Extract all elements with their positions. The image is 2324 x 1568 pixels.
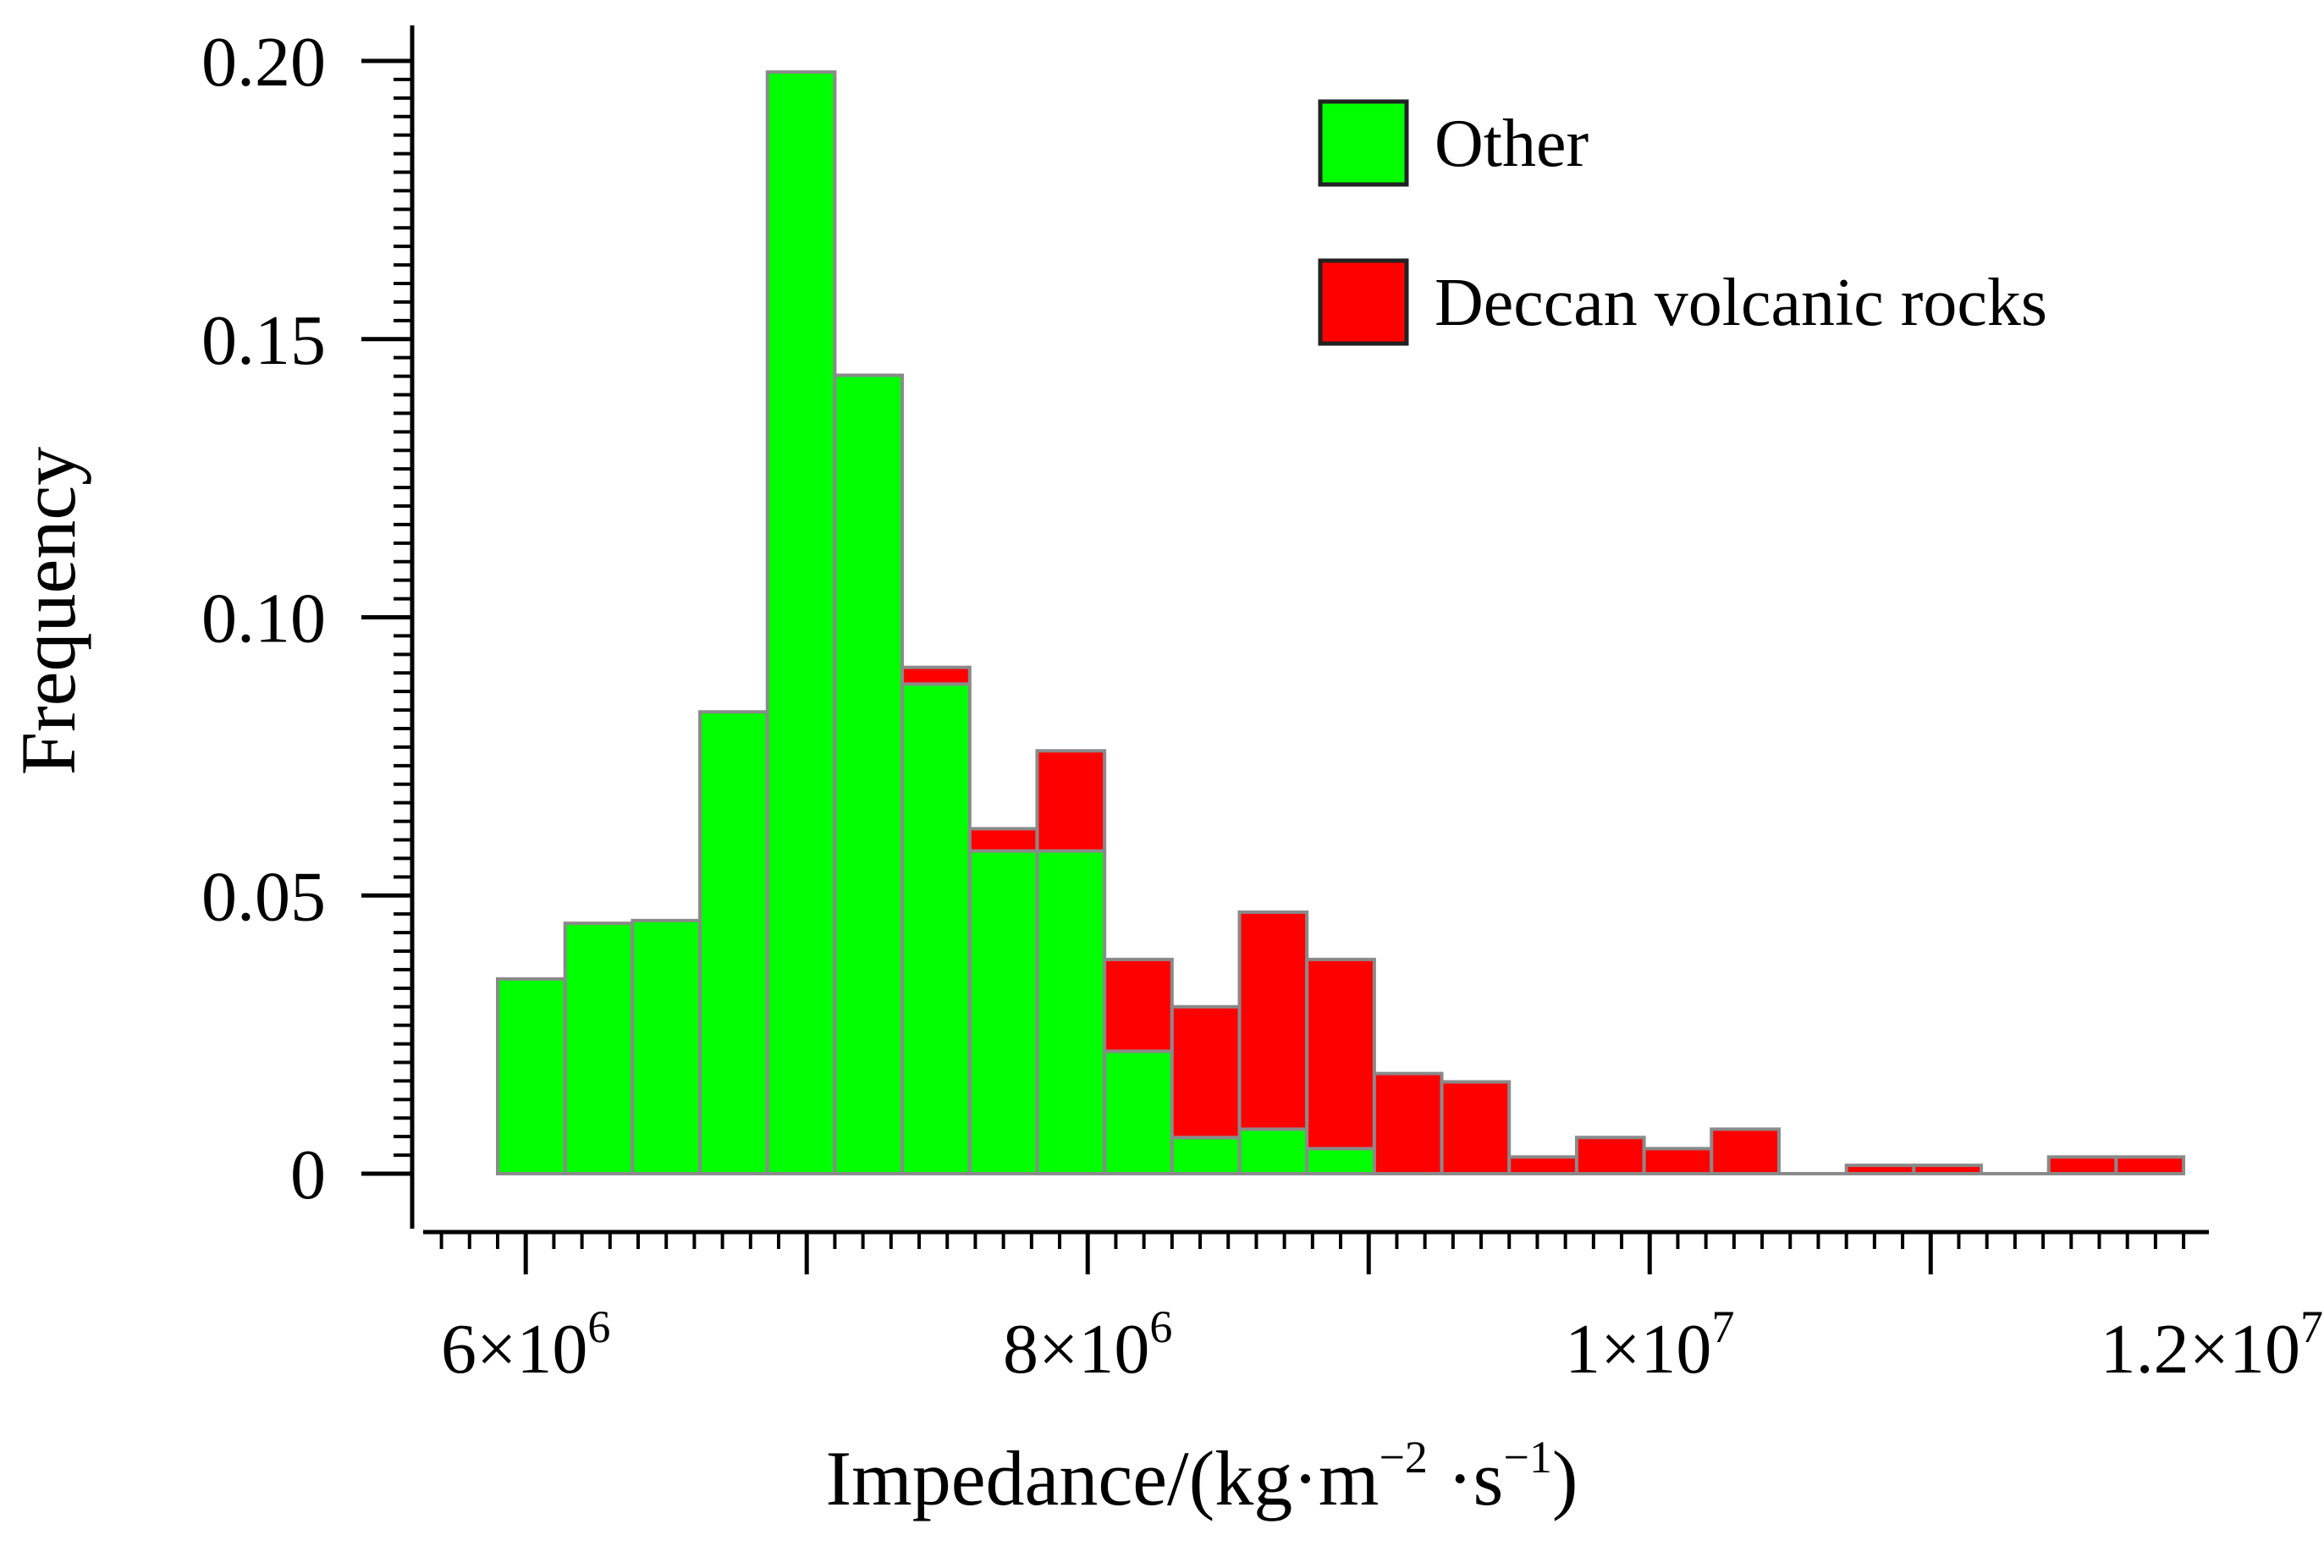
- x-axis-title-exp1: −2: [1379, 1432, 1427, 1483]
- y-tick-label: 0.20: [201, 23, 326, 102]
- bar-other-9: [1103, 1049, 1174, 1175]
- bar-other-11: [1237, 1127, 1309, 1176]
- bars-group: [496, 70, 2186, 1176]
- y-tick-labels: 0 0.05 0.10 0.15 0.20: [201, 23, 326, 1214]
- bar-deccan-21: [1912, 1164, 1984, 1175]
- x-axis-title-base: Impedance/(kg·m: [826, 1435, 1380, 1521]
- y-tick-label: 0.10: [201, 580, 326, 658]
- bar-other-1: [563, 922, 635, 1175]
- bar-deccan-14: [1440, 1080, 1512, 1175]
- bar-deccan-8: [1035, 749, 1107, 853]
- bar-other-8: [1035, 849, 1107, 1176]
- legend-label-other: Other: [1435, 107, 1589, 181]
- bar-deccan-16: [1574, 1136, 1646, 1175]
- bar-deccan-9: [1103, 957, 1174, 1054]
- bar-other-7: [967, 849, 1039, 1176]
- bar-other-12: [1305, 1147, 1376, 1175]
- y-tick-label: 0.05: [201, 857, 326, 936]
- bar-other-10: [1170, 1136, 1242, 1175]
- x-tick-label: 1×107: [1565, 1301, 1734, 1389]
- x-tick-label-exponent: 6: [1149, 1301, 1172, 1352]
- bar-deccan-24: [2114, 1155, 2186, 1176]
- x-axis-title-end: ): [1552, 1435, 1578, 1521]
- x-tick-label-base: 6×10: [441, 1310, 587, 1389]
- legend-label-deccan: Deccan volcanic rocks: [1435, 266, 2047, 340]
- bar-other-5: [833, 373, 905, 1175]
- legend: Other Deccan volcanic rocks: [1318, 99, 2047, 346]
- bar-deccan-7: [967, 827, 1039, 853]
- legend-swatch-other: [1318, 99, 1409, 187]
- x-axis-title: Impedance/(kg·m−2 ·s−1): [826, 1432, 1578, 1521]
- y-tick-label: 0.15: [201, 301, 326, 380]
- x-tick-label-base: 1×10: [1565, 1310, 1711, 1389]
- bar-deccan-6: [900, 665, 972, 686]
- axes-group: [361, 25, 2209, 1274]
- x-tick-label-base: 8×10: [1003, 1310, 1149, 1389]
- bar-deccan-10: [1170, 1004, 1242, 1140]
- bar-deccan-13: [1372, 1071, 1444, 1176]
- bar-deccan-11: [1237, 910, 1309, 1131]
- x-tick-label-exponent: 6: [587, 1301, 610, 1352]
- x-tick-label-exponent: 7: [1711, 1301, 1734, 1352]
- bar-deccan-17: [1642, 1147, 1714, 1175]
- bar-deccan-15: [1507, 1155, 1578, 1176]
- x-tick-label: 6×106: [441, 1301, 610, 1389]
- bar-deccan-23: [2046, 1155, 2118, 1176]
- x-tick-labels: 6×106 8×106 1×107 1.2×107: [441, 1301, 2323, 1389]
- x-axis-title-exp2: −1: [1503, 1432, 1551, 1483]
- bar-deccan-18: [1710, 1127, 1781, 1176]
- bar-other-2: [631, 918, 702, 1176]
- x-axis-title-mid: ·s: [1428, 1435, 1503, 1521]
- bar-deccan-12: [1305, 957, 1376, 1151]
- y-tick-label: 0: [290, 1136, 326, 1214]
- y-axis-title: Frequency: [5, 447, 91, 775]
- bar-deccan-20: [1844, 1164, 1916, 1175]
- bar-other-3: [698, 710, 769, 1175]
- bar-other-4: [765, 70, 837, 1175]
- x-tick-label: 8×106: [1003, 1301, 1172, 1389]
- bar-other-6: [900, 682, 972, 1175]
- bar-other-0: [496, 977, 567, 1175]
- x-tick-label: 1.2×107: [2101, 1301, 2323, 1389]
- x-tick-label-base: 1.2×10: [2101, 1310, 2300, 1389]
- legend-swatch-deccan: [1318, 258, 1409, 346]
- x-tick-label-exponent: 7: [2300, 1301, 2323, 1352]
